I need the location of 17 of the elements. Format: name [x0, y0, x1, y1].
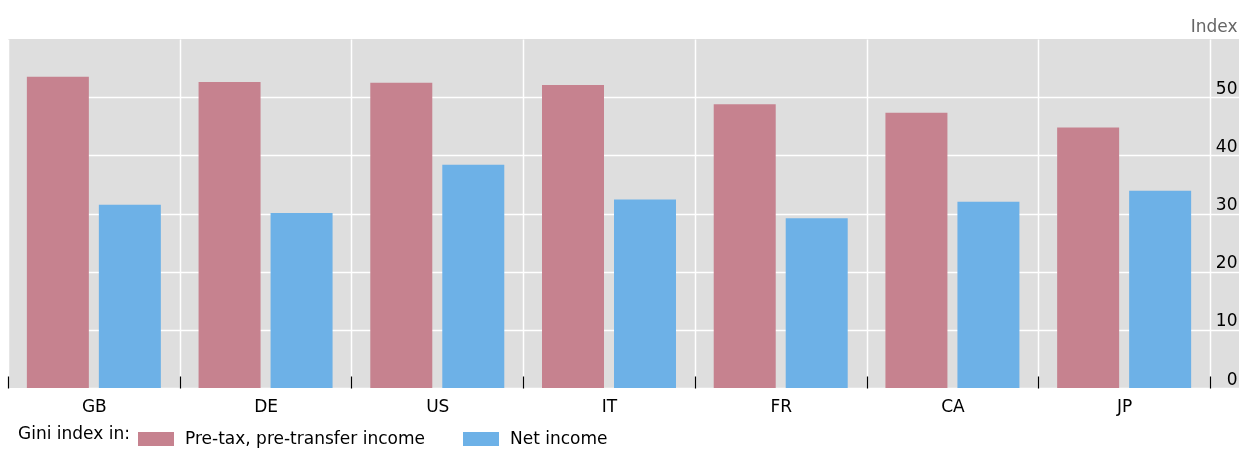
x-tick-label: IT — [601, 395, 618, 416]
x-tick-label: US — [426, 395, 450, 416]
legend-label: Net income — [510, 428, 608, 448]
legend-label: Pre-tax, pre-transfer income — [185, 428, 425, 448]
y-tick-label: 50 — [1215, 77, 1238, 98]
y-tick-label: 10 — [1215, 310, 1238, 331]
x-tick-label: DE — [254, 395, 278, 416]
y-tick-label: 20 — [1215, 252, 1238, 273]
x-tick-label: JP — [1116, 395, 1133, 416]
x-tick-label: FR — [770, 395, 793, 416]
y-tick-label: 40 — [1215, 135, 1238, 156]
x-tick-label: GB — [81, 395, 107, 416]
y-axis-title: Index — [1190, 15, 1238, 36]
x-tick-label: CA — [941, 395, 966, 416]
y-tick-label: 0 — [1226, 368, 1238, 389]
y-tick-label: 30 — [1215, 194, 1238, 214]
legend-title: Gini index in: — [18, 423, 130, 443]
